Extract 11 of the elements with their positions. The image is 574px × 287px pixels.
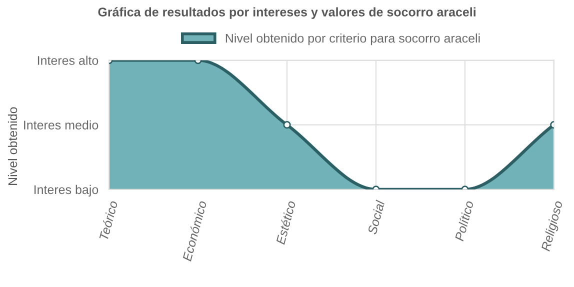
x-tick-label: Social	[367, 200, 385, 235]
category-label: Interes medio	[24, 120, 98, 130]
x-tick-label: Político	[454, 200, 474, 242]
chart-title: Gráfica de resultados por intereses y valores de socorro araceli	[98, 7, 476, 19]
category-label: Interes bajo	[34, 184, 98, 197]
text: Nivel obtenido	[8, 107, 18, 185]
category-label: Interes alto	[38, 56, 98, 65]
x-tick-label: Religioso	[540, 200, 566, 252]
x-tick-label: Estético	[275, 200, 296, 245]
legend-label: Nivel obtenido por criterio para socorro araceli	[226, 33, 480, 46]
x-tick-label: Teórico	[98, 200, 118, 240]
